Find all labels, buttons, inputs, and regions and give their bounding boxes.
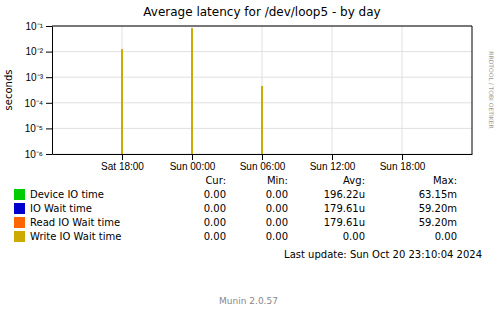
impulse	[191, 28, 193, 154]
x-tick-mark	[402, 154, 403, 160]
version: Munin 2.0.57	[219, 296, 278, 306]
y-tick-label: 10⁻²	[26, 46, 44, 57]
y-tick-mark	[46, 26, 52, 27]
legend-swatch	[14, 217, 25, 228]
table-value: 0.00	[204, 231, 226, 242]
impulse	[261, 86, 263, 154]
title: Average latency for /dev/loop5 - by day	[143, 5, 380, 19]
y-axis-line	[52, 27, 53, 155]
x-tick: Sat 18:00	[101, 154, 144, 172]
x-tick-mark	[332, 154, 333, 160]
x-tick-mark	[192, 154, 193, 160]
table-value: 0.00	[343, 231, 365, 242]
x-grid-line	[262, 26, 263, 154]
y-tick: 10⁻⁶	[25, 149, 52, 160]
y-tick-label: 10⁻⁶	[25, 149, 43, 160]
chart: Average latency for /dev/loop5 - by day S…	[0, 0, 497, 311]
y-axis: 10⁻⁶ 10⁻⁵ 10⁻⁴ 10⁻³ 10⁻² 10⁻¹	[25, 21, 53, 160]
x-axis: Sat 18:00 Sun 00:00 Sun 06:00 Sun 12:00 Sun …	[53, 154, 473, 172]
x-tick-label: Sun 00:00	[170, 161, 216, 172]
x-tick-mark	[262, 154, 263, 160]
x-tick: Sun 12:00	[310, 154, 356, 172]
table-value: 179.61u	[324, 217, 365, 228]
impulse	[261, 86, 263, 154]
impulse	[121, 50, 123, 154]
y-tick-mark	[46, 154, 52, 155]
y-tick: 10⁻¹	[26, 21, 52, 32]
x-grid-line	[402, 26, 403, 154]
legend-swatch	[14, 189, 25, 200]
table-header: Max:	[433, 175, 457, 186]
x-grid-line	[332, 26, 333, 154]
impulse	[121, 50, 123, 154]
table-value: 59.20m	[419, 203, 457, 214]
frame-right	[472, 26, 473, 154]
legend-swatch	[14, 231, 25, 242]
x-tick-label: Sat 18:00	[101, 161, 144, 172]
series	[122, 28, 262, 154]
impulse	[191, 28, 193, 154]
y-tick-mark	[46, 52, 52, 53]
table-value: 0.00	[266, 217, 288, 228]
table-value: 0.00	[435, 231, 457, 242]
y-grid-line	[52, 26, 472, 27]
x-tick-label: Sun 12:00	[310, 161, 356, 172]
table-value: 63.15m	[419, 189, 457, 200]
marks	[122, 28, 262, 154]
table-value: 0.00	[204, 189, 226, 200]
legend-label: Write IO Wait time	[30, 231, 121, 242]
legend-label: Device IO time	[30, 189, 104, 200]
y-tick-label: 10⁻³	[26, 72, 44, 83]
x-grid-line	[122, 26, 123, 154]
x-grid-line	[192, 26, 193, 154]
y-axis-title: seconds	[3, 70, 14, 111]
table-header: Avg:	[343, 175, 365, 186]
y-tick: 10⁻²	[26, 46, 52, 57]
y-tick-mark	[46, 103, 52, 104]
last-update: Last update: Sun Oct 20 23:10:04 2024	[284, 249, 482, 260]
table-header: Min:	[267, 175, 288, 186]
table-value: 0.00	[204, 217, 226, 228]
table-value: 0.00	[266, 203, 288, 214]
x-tick-label: Sun 06:00	[240, 161, 286, 172]
series	[122, 28, 192, 154]
table-value: 179.61u	[324, 203, 365, 214]
x-tick: Sun 00:00	[170, 154, 216, 172]
legend-label: IO Wait time	[30, 203, 92, 214]
table-value: 0.00	[204, 203, 226, 214]
x-tick: Sun 18:00	[380, 154, 426, 172]
plot-area: Sat 18:00 Sun 00:00 Sun 06:00 Sun 12:00 Sun …	[25, 21, 473, 172]
table-value: 0.00	[266, 189, 288, 200]
legend-table: Cur: Min: Avg: Max: Device IO time 0.00 0.00 19…	[14, 175, 457, 242]
side-label: RRDTOOL / TOBI OETIKER	[488, 51, 495, 128]
y-tick-mark	[46, 128, 52, 129]
y-tick-label: 10⁻¹	[26, 21, 44, 32]
grid	[52, 26, 472, 154]
y-tick: 10⁻⁴	[25, 98, 52, 109]
y-tick-label: 10⁻⁴	[25, 98, 43, 109]
table-value: 0.00	[266, 231, 288, 242]
y-tick: 10⁻⁵	[25, 123, 52, 134]
y-tick-mark	[46, 77, 52, 78]
y-tick: 10⁻³	[26, 72, 52, 83]
frame-top	[52, 26, 472, 27]
table-value: 196.22u	[324, 189, 365, 200]
x-tick-mark	[122, 154, 123, 160]
series	[262, 86, 263, 154]
x-tick: Sun 06:00	[240, 154, 286, 172]
legend-label: Read IO Wait time	[30, 217, 120, 228]
table-value: 59.20m	[419, 217, 457, 228]
y-tick-label: 10⁻⁵	[25, 123, 43, 134]
table-header: Cur:	[205, 175, 226, 186]
legend-swatch	[14, 203, 25, 214]
x-tick-label: Sun 18:00	[380, 161, 426, 172]
